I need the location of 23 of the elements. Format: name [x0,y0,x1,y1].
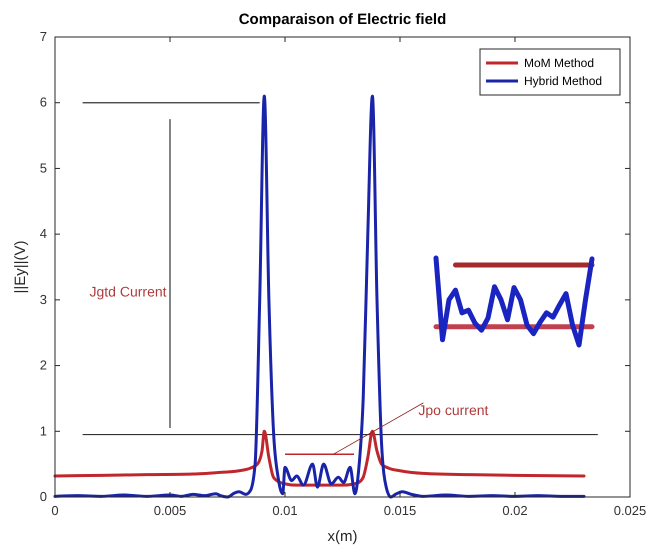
legend-label: MoM Method [524,56,594,70]
x-axis-title: x(m) [328,528,358,545]
x-tick-label: 0.005 [154,503,186,518]
line-series [54,430,586,487]
x-tick-label: 0.015 [384,503,416,518]
y-tick-label: 0 [40,489,47,504]
x-tick-label: 0.025 [614,503,646,518]
line-series [54,94,586,498]
y-axis-title: ||Ey||(V) [12,240,29,294]
x-tick-label: 0.01 [272,503,298,518]
x-tick-label: 0 [51,503,59,518]
annotation: Jpo current [418,402,489,418]
chart-title: Comparaison of Electric field [238,11,446,28]
y-tick-label: 2 [40,358,47,373]
y-tick-label: 3 [40,292,47,307]
x-tick-label: 0.02 [502,503,528,518]
y-tick-label: 4 [40,226,47,242]
legend-label: Hybrid Method [524,74,602,88]
y-tick-label: 5 [40,160,47,176]
y-tick-label: 7 [40,29,47,44]
y-tick-label: 1 [40,423,47,438]
y-tick-label: 6 [40,94,47,110]
annotation: Jgtd Current [90,284,167,300]
